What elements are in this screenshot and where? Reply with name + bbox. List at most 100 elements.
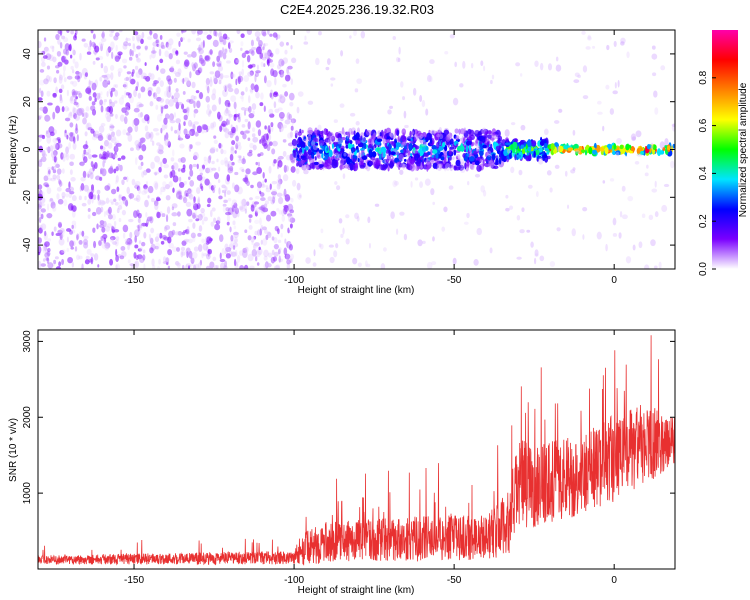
spectrogram-cell — [175, 101, 180, 110]
spectrogram-cell — [240, 47, 243, 51]
spectrogram-cell — [227, 160, 233, 169]
spectrogram-cell — [110, 237, 114, 243]
spectrogram-cell — [255, 46, 262, 55]
spectrogram-cell — [591, 149, 598, 155]
spectrogram-cell — [312, 145, 318, 151]
spectrogram-cell — [290, 45, 293, 50]
spectrogram-cell — [277, 159, 283, 168]
spectrogram-cell — [650, 142, 654, 150]
spectrogram-cell — [113, 145, 119, 153]
spectrogram-cell — [47, 166, 52, 171]
spectrogram-cell — [215, 264, 219, 269]
spectrogram-cell — [291, 57, 297, 64]
spectrogram-cell — [194, 130, 199, 137]
spectrogram-cell — [290, 118, 297, 124]
spectrogram-cell — [164, 257, 170, 263]
spectrogram-cell — [213, 135, 217, 139]
spectrogram-cell — [134, 65, 139, 70]
spectrogram-cell — [68, 142, 71, 150]
spectrogram-cell — [259, 228, 262, 236]
spectrogram-cell — [226, 190, 231, 195]
spectrogram-cell — [296, 182, 301, 191]
spectrogram-cell — [38, 184, 43, 190]
spectrogram-cell — [113, 198, 117, 203]
spectrogram-cell — [563, 144, 568, 150]
spectrogram-cell — [456, 143, 459, 148]
spectrogram-cell — [283, 164, 287, 173]
spectrogram-cell — [233, 57, 239, 65]
spectrogram-cell — [264, 228, 268, 234]
spectrogram-cell — [192, 264, 197, 269]
spectrogram-cell — [427, 151, 431, 156]
spectrogram-cell — [325, 66, 330, 71]
spectrogram-cell — [612, 90, 618, 95]
spectrogram-cell — [307, 100, 314, 105]
spectrogram-cell — [227, 167, 234, 174]
spectrogram-cell — [466, 212, 470, 219]
spectrogram-cell — [83, 156, 88, 163]
spectrogram-cell — [105, 49, 110, 57]
spectrogram-cell — [68, 44, 72, 51]
spectrogram-cell — [251, 249, 257, 257]
spectrogram-cell — [223, 128, 230, 133]
spectrogram-cell — [159, 232, 163, 239]
spectrogram-cell — [257, 248, 263, 256]
x-tick-label: -100 — [284, 575, 304, 586]
spectrogram-cell — [52, 56, 57, 63]
y-tick-label: 2000 — [22, 406, 33, 429]
spectrogram-cell — [422, 240, 426, 244]
spectrogram-cell — [189, 128, 196, 137]
spectrogram-cell — [217, 166, 221, 172]
spectrogram-cell — [105, 107, 109, 112]
spectrogram-cell — [38, 97, 43, 102]
spectrogram-cell — [426, 132, 432, 141]
spectrogram-cell — [582, 65, 588, 73]
spectrogram-cell — [124, 116, 128, 125]
spectrogram-cell — [333, 250, 338, 258]
spectrogram-cell — [432, 236, 435, 242]
spectrogram-cell — [265, 187, 271, 193]
spectrogram-cell — [267, 252, 273, 258]
spectrogram-cell — [349, 35, 352, 39]
spectrogram-cell — [190, 122, 194, 127]
spectrogram-cell — [388, 149, 391, 156]
spectrogram-cell — [67, 107, 70, 111]
spectrogram-cell — [193, 62, 198, 69]
spectrogram-cell — [217, 63, 222, 68]
spectrogram-cell — [141, 241, 146, 247]
spectrogram-cell — [149, 101, 154, 107]
spectrogram-cell — [225, 253, 231, 259]
spectrogram-cell — [227, 42, 231, 49]
spectrogram-cell — [264, 52, 269, 59]
spectrogram-cell — [233, 258, 237, 267]
spectrogram-cell — [90, 128, 95, 134]
spectrogram-cell — [47, 177, 53, 181]
spectrogram-cell — [281, 214, 286, 222]
spectrogram-cell — [160, 45, 166, 50]
spectrogram-cell — [97, 134, 104, 142]
spectrogram-cell — [201, 123, 208, 131]
spectrogram-cell — [398, 153, 405, 162]
spectrogram-cell — [248, 112, 255, 119]
spectrogram-cell — [94, 130, 100, 137]
spectrogram-cell — [230, 147, 235, 155]
spectrogram-cell — [116, 186, 120, 192]
spectrogram-cell — [69, 161, 74, 167]
spectrogram-cell — [260, 224, 264, 232]
spectrogram-cell — [188, 250, 193, 259]
spectrogram-cell — [285, 253, 290, 261]
spectrogram-cell — [50, 201, 56, 209]
spectrogram-cell — [242, 250, 248, 258]
spectrogram-cell — [89, 80, 94, 85]
spectrogram-cell — [460, 167, 466, 173]
spectrogram-cell — [255, 161, 259, 166]
colorbar-tick-label: 0.4 — [698, 166, 709, 180]
spectrogram-cell — [39, 106, 45, 111]
spectrogram-cell — [222, 48, 228, 53]
spectrogram-cell — [74, 127, 79, 134]
colorbar-ticks: 0.00.20.40.60.8 — [698, 70, 716, 276]
spectrogram-cell — [264, 125, 267, 130]
spectrogram-cell — [100, 122, 106, 127]
spectrogram-cell — [363, 137, 366, 142]
